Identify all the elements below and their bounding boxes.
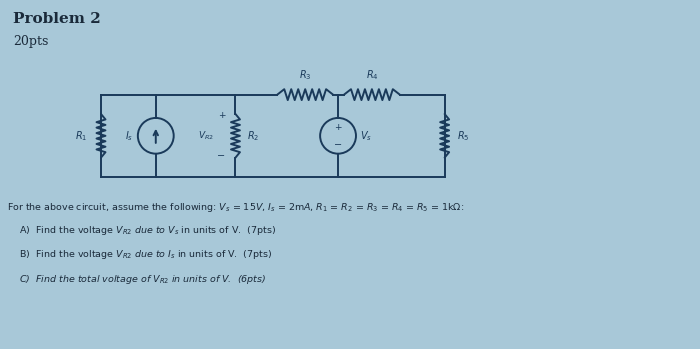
Text: $R_1$: $R_1$	[75, 129, 87, 143]
Text: Problem 2: Problem 2	[13, 12, 101, 26]
Text: B)  Find the voltage $V_{R2}$ $due$ $to$ $I_s$ in units of V.  (7pts): B) Find the voltage $V_{R2}$ $due$ $to$ …	[20, 248, 273, 261]
Text: −: −	[218, 151, 225, 161]
Text: $R_4$: $R_4$	[365, 68, 378, 82]
Text: A)  Find the voltage $V_{R2}$ $due$ $to$ $V_s$ in units of V.  (7pts): A) Find the voltage $V_{R2}$ $due$ $to$ …	[20, 224, 276, 237]
Text: −: −	[334, 140, 342, 150]
Text: 20pts: 20pts	[13, 35, 49, 48]
Text: $R_2$: $R_2$	[247, 129, 260, 143]
Text: $I_s$: $I_s$	[125, 129, 133, 143]
Text: $R_3$: $R_3$	[299, 68, 312, 82]
Text: $V_{R2}$: $V_{R2}$	[197, 129, 214, 142]
Text: $V_s$: $V_s$	[360, 129, 372, 143]
Text: +: +	[335, 124, 342, 132]
Text: For the above circuit, assume the following: $V_s$ = 15$V$, $I_s$ = 2m$A$, $R_1$: For the above circuit, assume the follow…	[8, 201, 465, 214]
Text: C)  Find the $total$ $voltage$ $of$ $V_{R2}$ in units of V.  (6pts): C) Find the $total$ $voltage$ $of$ $V_{R…	[20, 273, 267, 286]
Text: $R_5$: $R_5$	[456, 129, 469, 143]
Text: +: +	[218, 111, 225, 120]
